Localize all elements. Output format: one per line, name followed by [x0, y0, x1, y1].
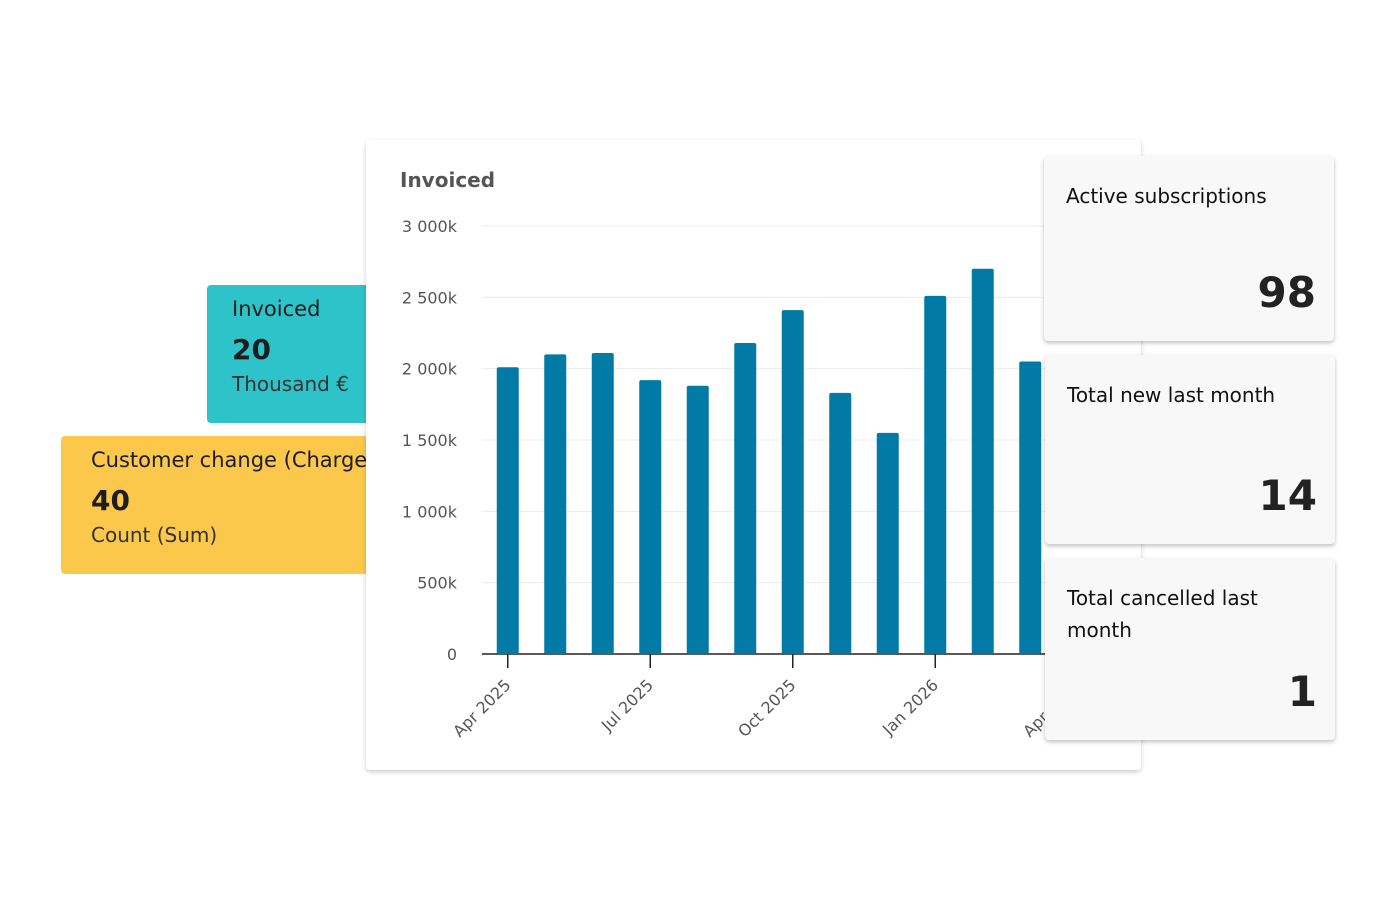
card-title: Invoiced: [232, 297, 321, 321]
bar: [496, 367, 519, 654]
y-tick-label: 3 000k: [402, 217, 458, 236]
x-tick-label: Oct 2025: [734, 675, 799, 740]
kpi-value: 14: [1258, 471, 1317, 520]
card-unit: Count (Sum): [91, 523, 218, 547]
y-tick-label: 1 000k: [402, 502, 458, 521]
kpi-title: Active subscriptions: [1066, 184, 1267, 208]
kpi-title: Total new last month: [1067, 383, 1276, 407]
chart-card: Invoiced 0 500k 1 000k 1 500k 2 000k 2 500k 3 …: [366, 140, 1141, 770]
new-card: Total new last month 14: [1045, 355, 1335, 544]
bar: [686, 385, 709, 654]
x-tick-label: Apr 2025: [449, 675, 514, 740]
y-tick-label: 500k: [417, 574, 458, 593]
customer-change-card: Customer change (Charges 40 Count (Sum): [61, 436, 377, 574]
kpi-value: 98: [1257, 268, 1316, 317]
chart-title: Invoiced: [400, 168, 495, 192]
kpi-title: Total cancelled last month: [1067, 586, 1258, 642]
y-tick-label: 2 500k: [402, 288, 458, 307]
bar: [781, 310, 804, 654]
x-tick-label: Jul 2025: [597, 675, 657, 735]
y-tick-label: 2 000k: [402, 360, 458, 379]
bar: [591, 352, 614, 654]
bar: [639, 380, 662, 654]
bar: [829, 392, 852, 654]
bar: [544, 354, 567, 654]
bar: [734, 342, 757, 654]
y-tick-label: 1 500k: [402, 431, 458, 450]
bar: [876, 432, 899, 654]
card-value: 20: [232, 333, 271, 366]
x-tick-label: Jan 2026: [878, 675, 942, 739]
cancelled-card: Total cancelled last month 1: [1045, 558, 1335, 740]
kpi-value: 1: [1287, 667, 1317, 716]
card-unit: Thousand €: [232, 372, 349, 396]
bar: [971, 268, 994, 654]
y-tick-label: 0: [447, 645, 457, 664]
invoiced-card: Invoiced 20 Thousand €: [207, 285, 377, 423]
card-title: Customer change (Charges: [91, 448, 377, 472]
active-card: Active subscriptions 98: [1044, 156, 1334, 341]
bar: [1019, 361, 1042, 654]
bar: [924, 295, 947, 654]
chart: Invoiced 0 500k 1 000k 1 500k 2 000k 2 500k 3 …: [400, 168, 1141, 741]
card-value: 40: [91, 484, 130, 517]
